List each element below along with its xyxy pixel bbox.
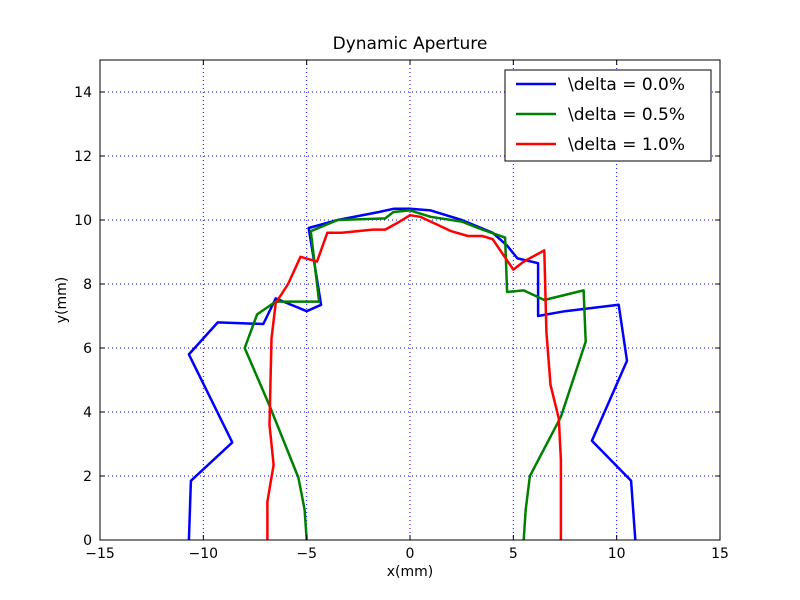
y-tick-label: 8 [83, 277, 92, 293]
x-tick-label: 5 [509, 546, 518, 562]
series-line-2 [266, 213, 563, 540]
x-tick-label: −10 [189, 546, 219, 562]
y-tick-label: 2 [83, 469, 92, 485]
y-tick-label: 10 [74, 213, 92, 229]
plot-area [187, 207, 637, 540]
legend: \delta = 0.0% \delta = 0.5% \delta = 1.0% [504, 69, 712, 162]
x-axis-label: x(mm) [387, 564, 433, 580]
series-line-1 [243, 209, 587, 540]
x-tick-label: 10 [608, 546, 626, 562]
x-tick-label: 15 [711, 546, 729, 562]
legend-label-1: \delta = 0.5% [568, 105, 685, 125]
legend-label-2: \delta = 1.0% [568, 135, 685, 155]
y-tick-label: 0 [83, 533, 92, 549]
x-tick-label: −5 [296, 546, 317, 562]
y-tick-label: 6 [83, 341, 92, 357]
chart-title: Dynamic Aperture [333, 34, 488, 54]
series-line-0 [187, 207, 637, 540]
y-tick-label: 14 [74, 85, 92, 101]
series-lines [187, 207, 637, 540]
y-tick-label: 12 [74, 149, 92, 165]
x-tick-label: 0 [406, 546, 415, 562]
x-tick-label: −15 [85, 546, 115, 562]
axis-ticks: −15 −10 −5 0 5 10 15 0 2 4 6 8 10 12 14 [74, 60, 729, 562]
y-axis-label: y(mm) [54, 277, 70, 323]
legend-label-0: \delta = 0.0% [568, 75, 685, 95]
y-tick-label: 4 [83, 405, 92, 421]
